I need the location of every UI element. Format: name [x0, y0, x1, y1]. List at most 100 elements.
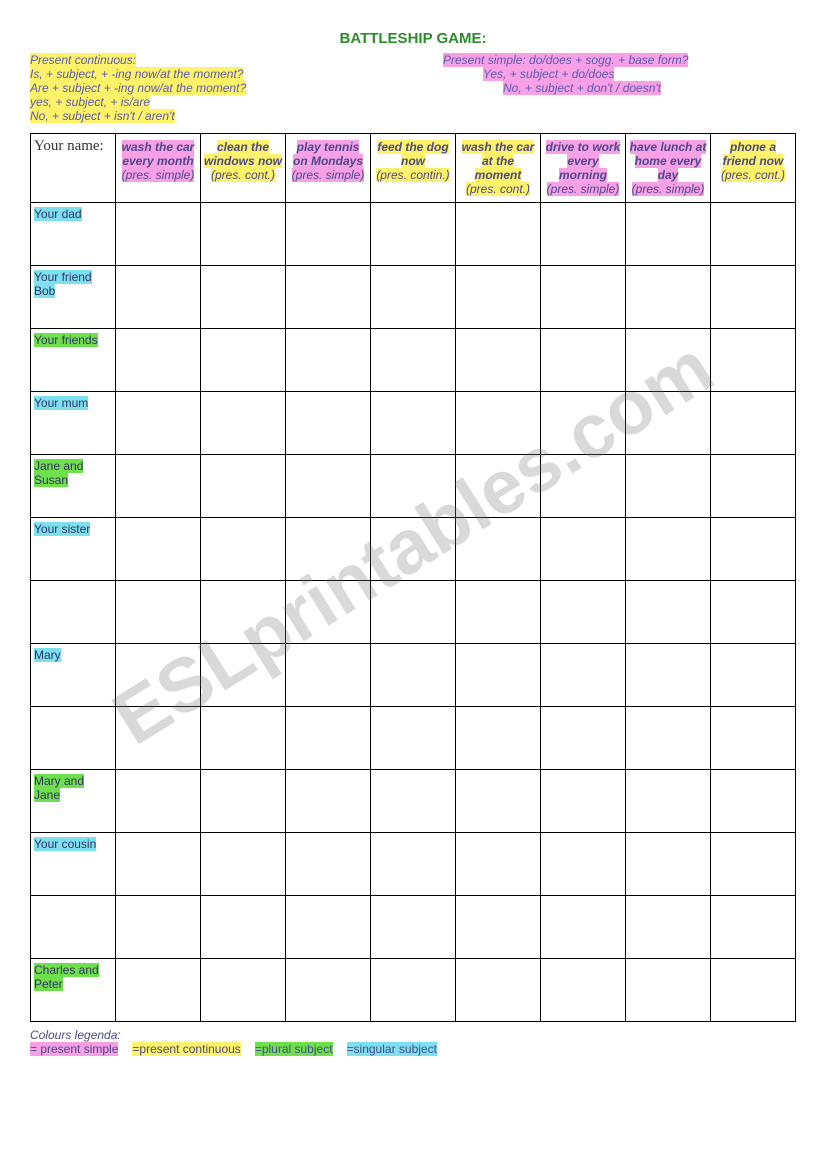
grid-cell[interactable]: [456, 518, 541, 581]
grid-cell[interactable]: [541, 896, 626, 959]
grid-cell[interactable]: [626, 392, 711, 455]
grid-cell[interactable]: [371, 518, 456, 581]
grid-cell[interactable]: [286, 707, 371, 770]
grid-cell[interactable]: [711, 455, 796, 518]
grid-cell[interactable]: [456, 329, 541, 392]
grid-cell[interactable]: [116, 707, 201, 770]
grid-cell[interactable]: [371, 329, 456, 392]
grid-cell[interactable]: [201, 707, 286, 770]
grid-cell[interactable]: [201, 266, 286, 329]
grid-cell[interactable]: [116, 770, 201, 833]
grid-cell[interactable]: [371, 770, 456, 833]
grid-cell[interactable]: [201, 896, 286, 959]
grid-cell[interactable]: [456, 203, 541, 266]
grid-cell[interactable]: [711, 770, 796, 833]
grid-cell[interactable]: [626, 833, 711, 896]
grid-cell[interactable]: [626, 581, 711, 644]
grid-cell[interactable]: [201, 833, 286, 896]
grid-cell[interactable]: [541, 392, 626, 455]
grid-cell[interactable]: [371, 707, 456, 770]
grid-cell[interactable]: [286, 455, 371, 518]
grid-cell[interactable]: [456, 959, 541, 1022]
grid-cell[interactable]: [541, 203, 626, 266]
grid-cell[interactable]: [201, 455, 286, 518]
grid-cell[interactable]: [711, 581, 796, 644]
grid-cell[interactable]: [116, 203, 201, 266]
grid-cell[interactable]: [116, 329, 201, 392]
grid-cell[interactable]: [456, 581, 541, 644]
grid-cell[interactable]: [626, 707, 711, 770]
grid-cell[interactable]: [201, 581, 286, 644]
grid-cell[interactable]: [541, 833, 626, 896]
grid-cell[interactable]: [371, 392, 456, 455]
grid-cell[interactable]: [456, 392, 541, 455]
grid-cell[interactable]: [201, 770, 286, 833]
grid-cell[interactable]: [116, 518, 201, 581]
grid-cell[interactable]: [201, 959, 286, 1022]
grid-cell[interactable]: [626, 959, 711, 1022]
grid-cell[interactable]: [116, 455, 201, 518]
grid-cell[interactable]: [541, 518, 626, 581]
grid-cell[interactable]: [456, 455, 541, 518]
grid-cell[interactable]: [711, 203, 796, 266]
grid-cell[interactable]: [116, 896, 201, 959]
grid-cell[interactable]: [711, 896, 796, 959]
grid-cell[interactable]: [371, 455, 456, 518]
grid-cell[interactable]: [286, 329, 371, 392]
grid-cell[interactable]: [541, 644, 626, 707]
grid-cell[interactable]: [541, 581, 626, 644]
grid-cell[interactable]: [626, 518, 711, 581]
grid-cell[interactable]: [286, 518, 371, 581]
grid-cell[interactable]: [286, 959, 371, 1022]
grid-cell[interactable]: [711, 329, 796, 392]
grid-cell[interactable]: [201, 329, 286, 392]
grid-cell[interactable]: [371, 644, 456, 707]
grid-cell[interactable]: [541, 770, 626, 833]
grid-cell[interactable]: [116, 959, 201, 1022]
grid-cell[interactable]: [371, 959, 456, 1022]
grid-cell[interactable]: [626, 203, 711, 266]
grid-cell[interactable]: [456, 770, 541, 833]
grid-cell[interactable]: [286, 770, 371, 833]
grid-cell[interactable]: [541, 707, 626, 770]
grid-cell[interactable]: [626, 329, 711, 392]
grid-cell[interactable]: [371, 203, 456, 266]
grid-cell[interactable]: [626, 455, 711, 518]
grid-cell[interactable]: [201, 518, 286, 581]
grid-cell[interactable]: [371, 266, 456, 329]
grid-cell[interactable]: [116, 644, 201, 707]
grid-cell[interactable]: [456, 896, 541, 959]
grid-cell[interactable]: [456, 266, 541, 329]
grid-cell[interactable]: [456, 707, 541, 770]
grid-cell[interactable]: [201, 203, 286, 266]
grid-cell[interactable]: [116, 581, 201, 644]
grid-cell[interactable]: [711, 959, 796, 1022]
grid-cell[interactable]: [541, 455, 626, 518]
grid-cell[interactable]: [286, 581, 371, 644]
grid-cell[interactable]: [626, 644, 711, 707]
grid-cell[interactable]: [371, 896, 456, 959]
grid-cell[interactable]: [456, 833, 541, 896]
grid-cell[interactable]: [456, 644, 541, 707]
grid-cell[interactable]: [286, 266, 371, 329]
grid-cell[interactable]: [626, 896, 711, 959]
grid-cell[interactable]: [541, 266, 626, 329]
grid-cell[interactable]: [711, 644, 796, 707]
grid-cell[interactable]: [116, 392, 201, 455]
grid-cell[interactable]: [541, 329, 626, 392]
grid-cell[interactable]: [201, 644, 286, 707]
grid-cell[interactable]: [286, 833, 371, 896]
grid-cell[interactable]: [626, 266, 711, 329]
grid-cell[interactable]: [626, 770, 711, 833]
grid-cell[interactable]: [116, 266, 201, 329]
grid-cell[interactable]: [286, 392, 371, 455]
grid-cell[interactable]: [286, 896, 371, 959]
grid-cell[interactable]: [371, 581, 456, 644]
grid-cell[interactable]: [541, 959, 626, 1022]
grid-cell[interactable]: [711, 518, 796, 581]
grid-cell[interactable]: [286, 644, 371, 707]
grid-cell[interactable]: [711, 707, 796, 770]
grid-cell[interactable]: [116, 833, 201, 896]
grid-cell[interactable]: [371, 833, 456, 896]
grid-cell[interactable]: [711, 392, 796, 455]
